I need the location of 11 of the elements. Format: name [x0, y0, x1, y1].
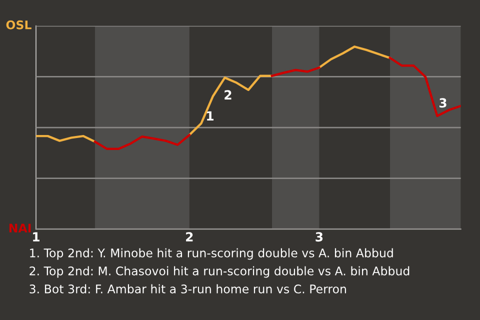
text: OSL — [6, 20, 32, 30]
x-tick-label: 2 — [186, 232, 193, 242]
annotation: 3 — [439, 98, 446, 108]
text: 3. Bot 3rd: F. Ambar hit a 3-run home run vs C. Perron — [30, 284, 346, 294]
x-tick-label: 1 — [33, 232, 40, 242]
text: 2. Top 2nd: M. Chasovoi hit a run-scoring double vs A. bin Abbud — [30, 266, 410, 278]
text: 1. Top 2nd: Y. Minobe hit a run-scoring double vs A. bin Abbud — [30, 248, 393, 260]
annotation: 2 — [224, 90, 232, 100]
x-tick-label: 3 — [316, 232, 323, 242]
text: NAI — [9, 224, 31, 232]
annotation: 1 — [207, 111, 214, 120]
